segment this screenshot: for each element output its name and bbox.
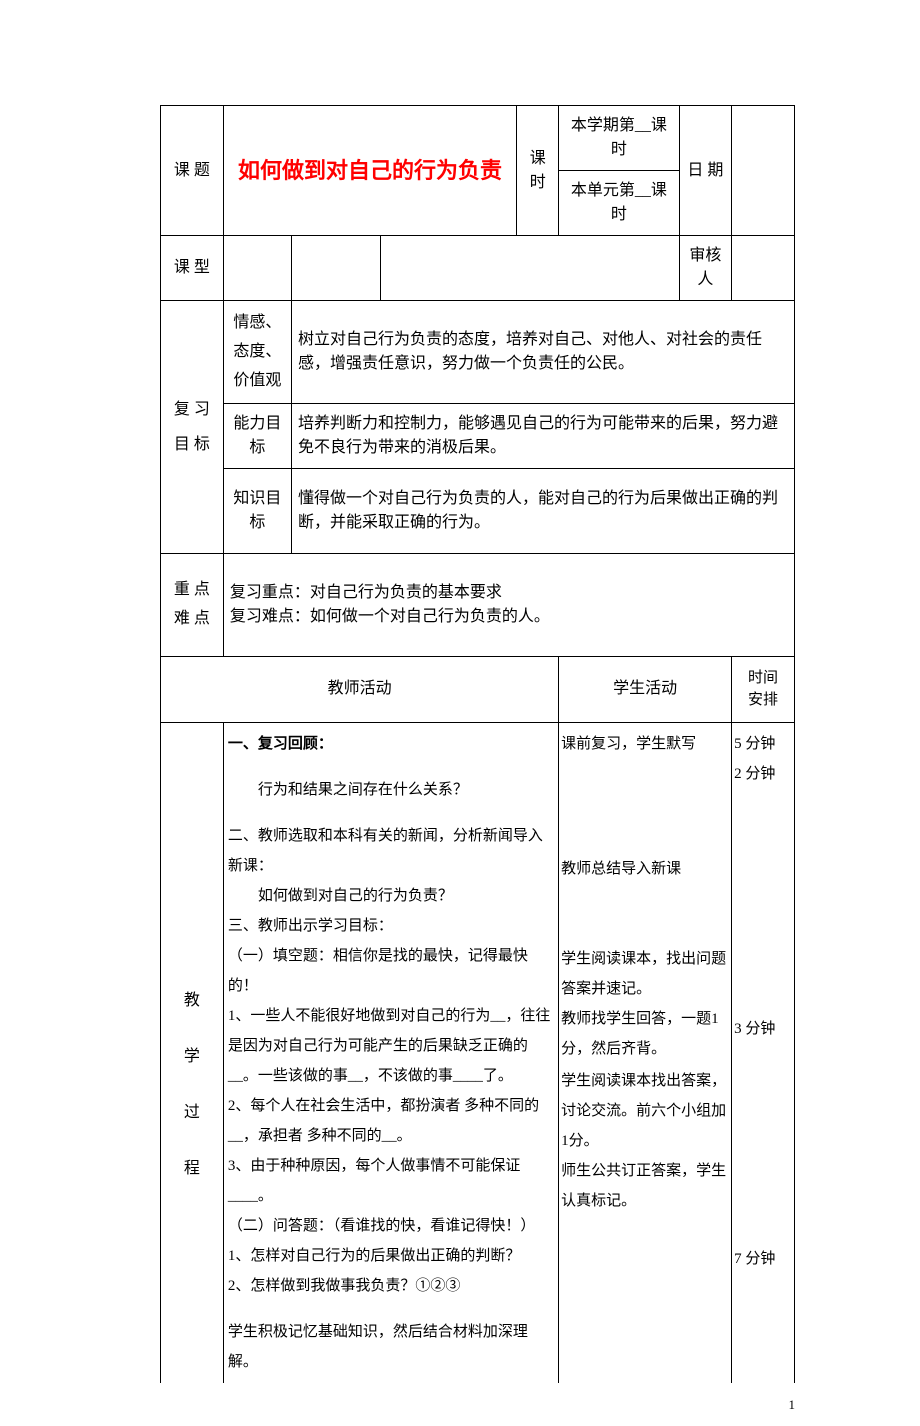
reviewer-value xyxy=(732,236,795,301)
student-activity-header: 学生活动 xyxy=(559,656,732,722)
time1: 5 分钟 xyxy=(734,729,792,759)
reviewer-label: 审核人 xyxy=(679,236,731,301)
qa1: 1、怎样对自己行为的后果做出正确的判断？ xyxy=(228,1241,554,1271)
knowledge-label: 知识目标 xyxy=(223,469,291,554)
ability-text: 培养判断力和控制力，能够遇见自己的行为可能带来的后果，努力避免不良行为带来的消极… xyxy=(291,404,794,469)
class-hour-label: 课 时 xyxy=(517,106,559,236)
fill-blank-title: （一）填空题：相信你是找的最快，记得最快的！ xyxy=(228,941,554,1001)
course-type-value xyxy=(223,236,291,301)
teaching-process-label: 教学过程 xyxy=(161,722,224,1383)
course-title: 如何做到对自己的行为负责 xyxy=(223,106,516,236)
key-points-content: 复习重点：对自己行为负责的基本要求 复习难点：如何做一个对自己行为负责的人。 xyxy=(223,554,794,657)
qa-title: （二）问答题：（看谁找的快，看谁记得快！） xyxy=(228,1211,554,1241)
knowledge-text: 懂得做一个对自己行为负责的人，能对自己的行为后果做出正确的判断，并能采取正确的行… xyxy=(291,469,794,554)
ability-label: 能力目标 xyxy=(223,404,291,469)
student-activity-content: 课前复习，学生默写 教师总结导入新课 学生阅读课本，找出问题答案并速记。 教师找… xyxy=(559,722,732,1383)
emotion-text: 树立对自己行为负责的态度，培养对自己、对他人、对社会的责任感，增强责任意识，努力… xyxy=(291,301,794,404)
difficulty-text: 复习难点：如何做一个对自己行为负责的人。 xyxy=(230,605,788,629)
empty-cell-2 xyxy=(381,236,680,301)
student-line5: 学生阅读课本找出答案，讨论交流。前六个小组加1分。 xyxy=(561,1066,729,1156)
time2: 2 分钟 xyxy=(734,759,792,789)
course-topic-label: 课 题 xyxy=(161,106,224,236)
time-content: 5 分钟 2 分钟 3 分钟 7 分钟 xyxy=(732,722,795,1383)
student-line3: 学生阅读课本，找出问题答案并速记。 xyxy=(561,944,729,1004)
student-line4: 教师找学生回答，一题1分，然后齐背。 xyxy=(561,1004,729,1064)
student-line2: 教师总结导入新课 xyxy=(561,854,729,884)
review-title: 一、复习回顾： xyxy=(228,729,554,759)
emotion-label: 情感、态度、价值观 xyxy=(223,301,291,404)
qa2: 2、怎样做到我做事我负责？①②③ xyxy=(228,1271,554,1301)
fill2: 2、每个人在社会生活中，都扮演者 多种不同的__，承担者 多种不同的__。 xyxy=(228,1091,554,1151)
summary: 学生积极记忆基础知识，然后结合材料加深理解。 xyxy=(228,1317,554,1377)
review-objectives-label: 复 习目 标 xyxy=(161,301,224,554)
section3: 三、教师出示学习目标： xyxy=(228,911,554,941)
time-header: 时间安排 xyxy=(732,656,795,722)
lesson-plan-table: 课 题 如何做到对自己的行为负责 课 时 本学期第__课时 日 期 本单元第__… xyxy=(160,105,795,1383)
student-line6: 师生公共订正答案，学生认真标记。 xyxy=(561,1156,729,1216)
semester-hour: 本学期第__课时 xyxy=(559,106,680,171)
section2: 二、教师选取和本科有关的新闻，分析新闻导入新课： xyxy=(228,821,554,881)
student-line1: 课前复习，学生默写 xyxy=(561,729,729,759)
unit-hour: 本单元第__课时 xyxy=(559,171,680,236)
key-points-label: 重 点难 点 xyxy=(161,554,224,657)
course-type-label: 课 型 xyxy=(161,236,224,301)
focus-text: 复习重点：对自己行为负责的基本要求 xyxy=(230,581,788,605)
section2-sub: 如何做到对自己的行为负责？ xyxy=(228,881,554,911)
teacher-activity-header: 教师活动 xyxy=(161,656,559,722)
section1-q: 行为和结果之间存在什么关系？ xyxy=(228,775,554,805)
empty-cell-1 xyxy=(291,236,380,301)
fill1: 1、一些人不能很好地做到对自己的行为__，往往是因为对自己行为可能产生的后果缺乏… xyxy=(228,1001,554,1091)
page-number: 1 xyxy=(160,1383,795,1426)
fill3: 3、由于种种原因，每个人做事情不可能保证____。 xyxy=(228,1151,554,1211)
teacher-activity-content: 一、复习回顾： 行为和结果之间存在什么关系？ 二、教师选取和本科有关的新闻，分析… xyxy=(223,722,558,1383)
time4: 7 分钟 xyxy=(734,1244,792,1274)
date-value xyxy=(732,106,795,236)
time3: 3 分钟 xyxy=(734,1014,792,1044)
date-label: 日 期 xyxy=(679,106,731,236)
